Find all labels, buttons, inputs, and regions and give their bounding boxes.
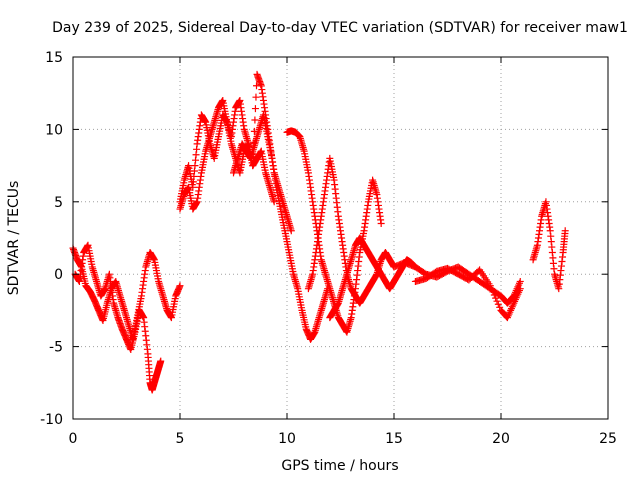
data-point [489, 288, 497, 296]
data-point [251, 116, 259, 124]
data-point [157, 357, 165, 365]
x-axis-label: GPS time / hours [281, 458, 398, 474]
data-point [486, 282, 494, 290]
data-point [251, 105, 259, 113]
x-tick-label: 20 [492, 431, 510, 447]
series-sat-j [411, 264, 524, 322]
axis-ticks [72, 56, 609, 420]
y-tick-label: -10 [40, 412, 63, 428]
data-point [287, 227, 295, 235]
data-point [377, 220, 385, 228]
data-point [488, 285, 496, 293]
series-sat-f [283, 127, 385, 336]
y-axis-label: SDTVAR / TECUs [6, 181, 22, 296]
data-point [492, 294, 500, 302]
series-sat-e [230, 111, 332, 343]
data-points [69, 70, 569, 394]
series-sat-g [304, 154, 398, 307]
data-point [494, 300, 502, 308]
x-tick-labels: 0 5 10 15 20 25 [69, 431, 617, 447]
series-sat-i [390, 259, 524, 307]
data-point [493, 297, 501, 305]
data-point [516, 285, 524, 293]
series-sat-k [529, 198, 569, 293]
data-point [490, 291, 498, 299]
x-tick-label: 25 [599, 431, 617, 447]
x-tick-label: 10 [278, 431, 296, 447]
series-sat-b [71, 241, 165, 394]
series-sat-d [176, 96, 278, 213]
data-point [176, 282, 184, 290]
x-tick-label: 5 [176, 431, 185, 447]
y-tick-label: 10 [45, 122, 63, 138]
x-tick-label: 15 [385, 431, 403, 447]
series-sat-a [69, 244, 184, 343]
chart-title: Day 239 of 2025, Sidereal Day-to-day VTE… [52, 20, 628, 36]
data-point [252, 93, 260, 101]
y-tick-labels: -10 -5 0 5 10 15 [40, 50, 63, 428]
y-tick-label: -5 [49, 340, 63, 356]
y-tick-label: 5 [54, 195, 63, 211]
x-tick-label: 0 [69, 431, 78, 447]
data-point [516, 277, 524, 285]
y-tick-label: 0 [54, 267, 63, 283]
data-point [270, 198, 278, 206]
plot-frame [72, 56, 609, 420]
y-tick-label: 15 [45, 50, 63, 66]
data-point [561, 227, 569, 235]
data-point [496, 303, 504, 311]
